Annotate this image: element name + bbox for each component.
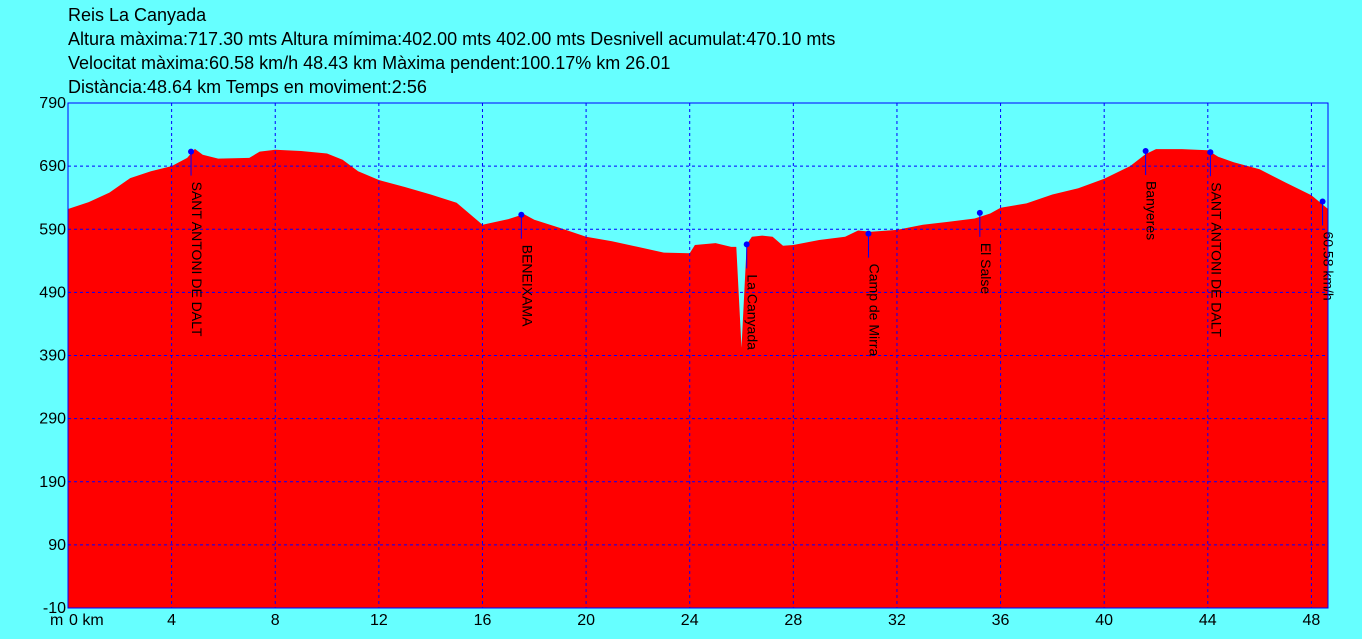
y-tick-label: 90	[48, 537, 66, 554]
y-tick-label: 290	[39, 411, 66, 428]
plot-frame	[67, 102, 1329, 609]
y-axis-ticks: 790 690 590 490 390 290 190 90 -10	[39, 95, 66, 617]
waypoint-dot	[976, 209, 983, 216]
waypoint-dot	[743, 241, 750, 248]
y-tick-label: 590	[39, 221, 66, 238]
waypoint-dot	[865, 230, 872, 237]
x-tick-label: 40	[1095, 612, 1113, 629]
x-unit-label: m	[50, 612, 63, 629]
waypoint-marker: SANT ANTONI DE DALT	[1207, 149, 1224, 337]
x-tick-label: 16	[474, 612, 492, 629]
waypoint-marker: El Salse	[976, 209, 994, 295]
distance-summary: Distància:48.64 km Temps en moviment:2:5…	[68, 77, 427, 97]
x-tick-label: 20	[577, 612, 595, 629]
y-tick-label: 390	[39, 348, 66, 365]
waypoint-marker: BENEIXAMA	[518, 211, 535, 327]
y-tick-label: -10	[43, 600, 66, 617]
waypoint-dot	[518, 211, 525, 218]
x-tick-label: 0 km	[69, 612, 104, 629]
waypoint-dot	[188, 148, 195, 155]
waypoint-marker: Banyeres	[1142, 147, 1160, 240]
x-tick-label: 44	[1199, 612, 1217, 629]
x-tick-label: 28	[784, 612, 802, 629]
waypoint-label: El Salse	[978, 243, 994, 295]
grid	[68, 103, 1328, 608]
waypoint-marker: 60.58 km/h	[1319, 198, 1337, 301]
waypoint-label: Banyeres	[1144, 181, 1160, 240]
waypoint-label: SANT ANTONI DE DALT	[1208, 182, 1224, 337]
waypoint-dot	[1142, 147, 1149, 154]
waypoint-label: Camp de Mirra	[866, 264, 882, 357]
y-tick-label: 690	[39, 158, 66, 175]
x-tick-label: 12	[370, 612, 388, 629]
waypoint-dot	[1319, 198, 1326, 205]
altitude-summary: Altura màxima:717.30 mts Altura mímima:4…	[68, 29, 836, 49]
waypoint-dot	[1207, 149, 1214, 156]
waypoint-label: La Canyada	[745, 274, 761, 350]
x-tick-label: 8	[271, 612, 280, 629]
x-tick-label: 24	[681, 612, 699, 629]
waypoint-marker: SANT ANTONI DE DALT	[188, 148, 205, 337]
waypoint-marker: La Canyada	[743, 241, 761, 350]
waypoint-label: 60.58 km/h	[1321, 231, 1337, 300]
elevation-area	[68, 148, 1328, 608]
x-tick-label: 36	[992, 612, 1010, 629]
waypoint-label: SANT ANTONI DE DALT	[189, 182, 205, 337]
y-tick-label: 190	[39, 474, 66, 491]
y-tick-label: 790	[39, 95, 66, 112]
waypoint-label: BENEIXAMA	[519, 245, 535, 327]
chart-header: Reis La Canyada Altura màxima:717.30 mts…	[68, 3, 835, 99]
x-tick-label: 32	[888, 612, 906, 629]
waypoints: SANT ANTONI DE DALT BENEIXAMA La Canyada Ca…	[188, 147, 1337, 357]
speed-summary: Velocitat màxima:60.58 km/h 48.43 km Màx…	[68, 53, 671, 73]
x-tick-label: 4	[167, 612, 176, 629]
waypoint-marker: Camp de Mirra	[865, 230, 882, 357]
y-tick-label: 490	[39, 284, 66, 301]
x-tick-label: 48	[1303, 612, 1321, 629]
chart-title: Reis La Canyada	[68, 5, 207, 25]
